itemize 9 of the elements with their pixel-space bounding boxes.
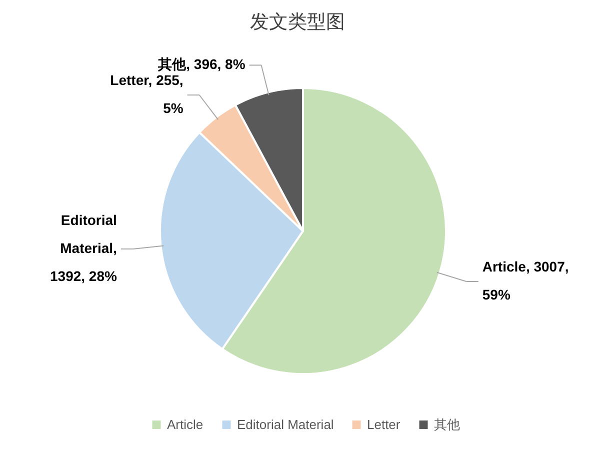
data-label: Article, 3007, 59% — [482, 258, 569, 303]
data-label: Editorial Material, 1392, 28% — [50, 212, 118, 284]
legend-label: 其他 — [434, 416, 460, 432]
legend-label: Article — [167, 416, 204, 432]
data-label: Letter, 255, 5% — [110, 72, 184, 116]
legend-label: Letter — [367, 416, 401, 432]
data-label: 其他, 396, 8% — [157, 56, 246, 72]
chart-title: 发文类型图 — [250, 12, 345, 33]
legend-label: Editorial Material — [237, 416, 334, 432]
